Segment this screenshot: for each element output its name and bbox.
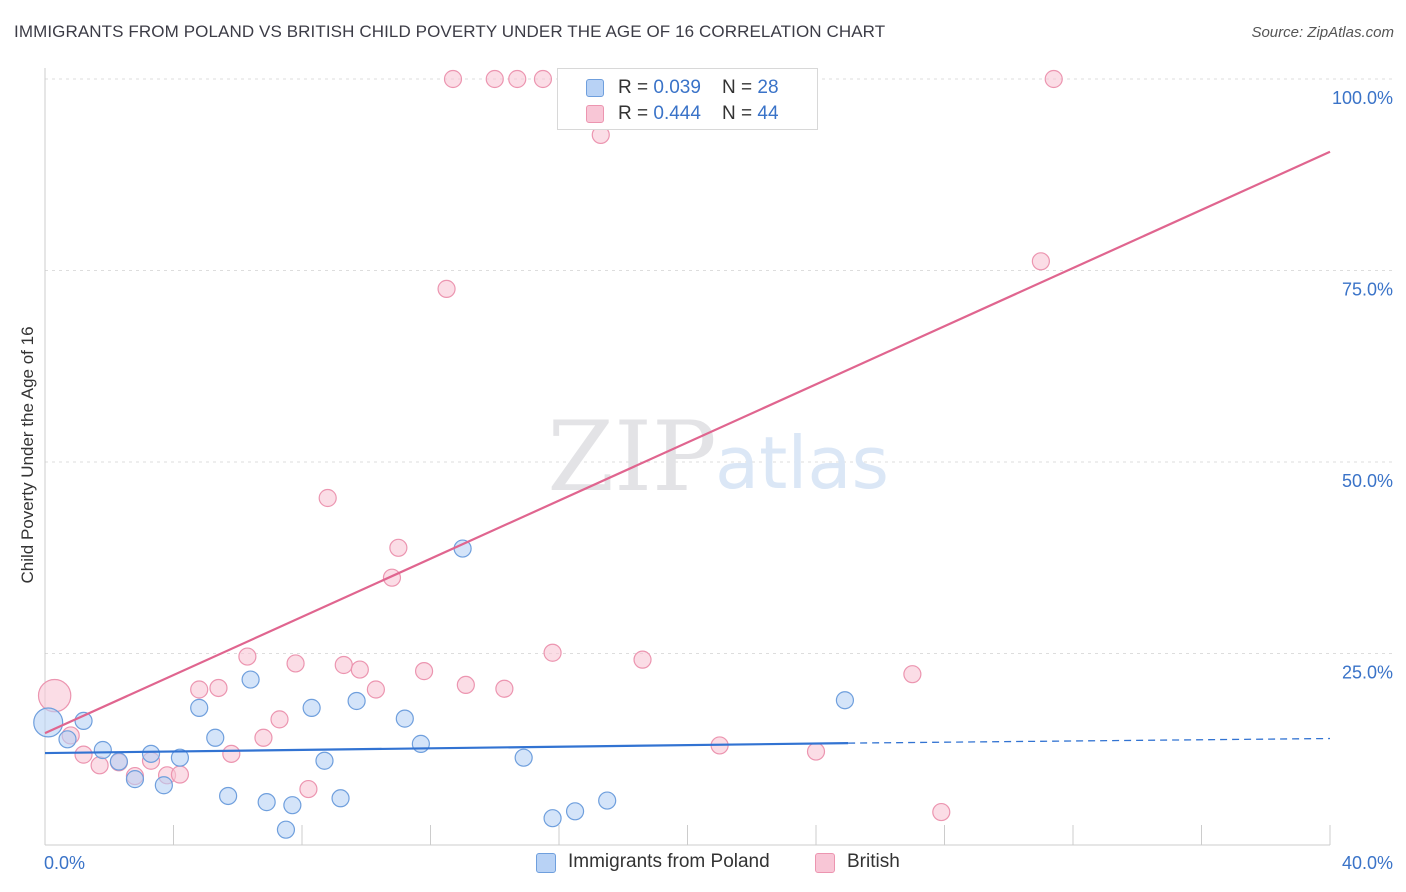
british-point — [1044, 69, 1063, 89]
legend-r-value: 0.039 — [653, 77, 701, 98]
poland-point — [141, 744, 161, 763]
poland-point — [411, 734, 430, 753]
british-point — [37, 678, 72, 713]
y-axis-label: Child Poverty Under the Age of 16 — [18, 326, 37, 584]
legend-n-value: 44 — [757, 103, 779, 124]
watermark-zip: ZIP — [547, 401, 716, 513]
tick-label-layer: 25.0% 50.0% 75.0% 100.0% 0.0% 40.0% — [44, 88, 1393, 873]
british-point — [209, 678, 228, 698]
british-point — [633, 650, 652, 669]
chart-title: IMMIGRANTS FROM POLAND VS BRITISH CHILD … — [14, 22, 886, 41]
british-point — [170, 765, 190, 784]
british-point — [90, 756, 109, 775]
poland-point — [302, 698, 321, 717]
poland-point — [276, 820, 296, 839]
poland-trend-extension — [848, 737, 1331, 744]
british-point — [334, 655, 353, 675]
watermark-atlas: atlas — [715, 421, 889, 505]
british-point — [318, 488, 337, 508]
british-point — [382, 568, 402, 587]
poland-point — [241, 670, 260, 689]
british-point — [74, 745, 93, 764]
british-point — [456, 675, 475, 695]
legend-r-label: R = — [618, 103, 654, 124]
british-point — [533, 69, 553, 89]
british-point — [299, 779, 318, 799]
poland-point — [395, 709, 414, 728]
watermark: ZIP atlas — [547, 401, 889, 513]
poland-point — [219, 786, 238, 806]
poland-point — [315, 751, 334, 770]
british-point — [508, 69, 527, 89]
british-point — [437, 279, 456, 298]
british-point — [286, 654, 305, 673]
poland-point — [257, 793, 276, 812]
poland-point — [283, 796, 302, 815]
trend-layer — [44, 150, 1331, 755]
british-point — [1031, 252, 1050, 271]
british-point — [254, 728, 273, 747]
bottom-legend-label-british: British — [847, 851, 900, 872]
british-point — [350, 660, 369, 679]
british-point — [414, 662, 434, 681]
british-point — [366, 680, 385, 699]
british-point — [903, 665, 922, 684]
legend-n-value: 28 — [757, 77, 779, 98]
bottom-legend-swatch-poland — [536, 853, 556, 873]
legend-n-label: N = — [722, 103, 758, 124]
legend-swatch-poland — [586, 79, 604, 97]
x-tick-label: 40.0% — [1342, 853, 1393, 873]
poland-point — [565, 802, 585, 821]
british-point — [270, 710, 289, 729]
bottom-legend-label-poland: Immigrants from Poland — [568, 851, 770, 872]
y-tick-label: 75.0% — [1342, 280, 1393, 300]
source-label: Source: ZipAtlas.com — [1251, 24, 1394, 41]
poland-point — [347, 691, 366, 711]
poland-point — [514, 748, 533, 767]
british-point — [485, 69, 504, 89]
british-point — [932, 802, 951, 822]
british-trend-line — [44, 150, 1331, 735]
poland-point — [125, 770, 145, 789]
british-point — [389, 538, 408, 557]
poland-point — [206, 728, 225, 747]
poland-point — [835, 691, 855, 710]
stats-legend: R = 0.039 N = 28 R = 0.444 N = 44 — [557, 68, 818, 130]
grid-layer — [45, 78, 1395, 654]
poland-point — [190, 698, 209, 717]
poland-point — [109, 752, 128, 771]
legend-swatch-british — [586, 105, 604, 123]
legend-n-label: N = — [722, 77, 758, 98]
poland-point — [93, 740, 112, 760]
poland-point — [331, 789, 350, 808]
poland-point — [58, 730, 77, 749]
y-tick-label: 50.0% — [1342, 471, 1393, 491]
british-point — [806, 742, 826, 761]
british-point — [495, 679, 514, 698]
british-point — [222, 744, 241, 763]
bottom-legend-swatch-british — [815, 853, 835, 873]
y-tick-label: 25.0% — [1342, 663, 1393, 683]
british-point — [238, 647, 257, 666]
poland-trend-line — [44, 742, 849, 755]
poland-point — [154, 776, 173, 795]
poland-point — [598, 791, 617, 810]
british-point — [443, 69, 463, 89]
british-point — [190, 680, 209, 699]
legend-r-value: 0.444 — [653, 103, 701, 124]
y-tick-label: 100.0% — [1332, 88, 1393, 108]
x-tick-label: 0.0% — [44, 853, 85, 873]
poland-point — [33, 707, 64, 738]
poland-point — [170, 748, 190, 767]
poland-point — [543, 809, 562, 828]
british-point — [543, 643, 562, 662]
legend-r-label: R = — [618, 77, 654, 98]
